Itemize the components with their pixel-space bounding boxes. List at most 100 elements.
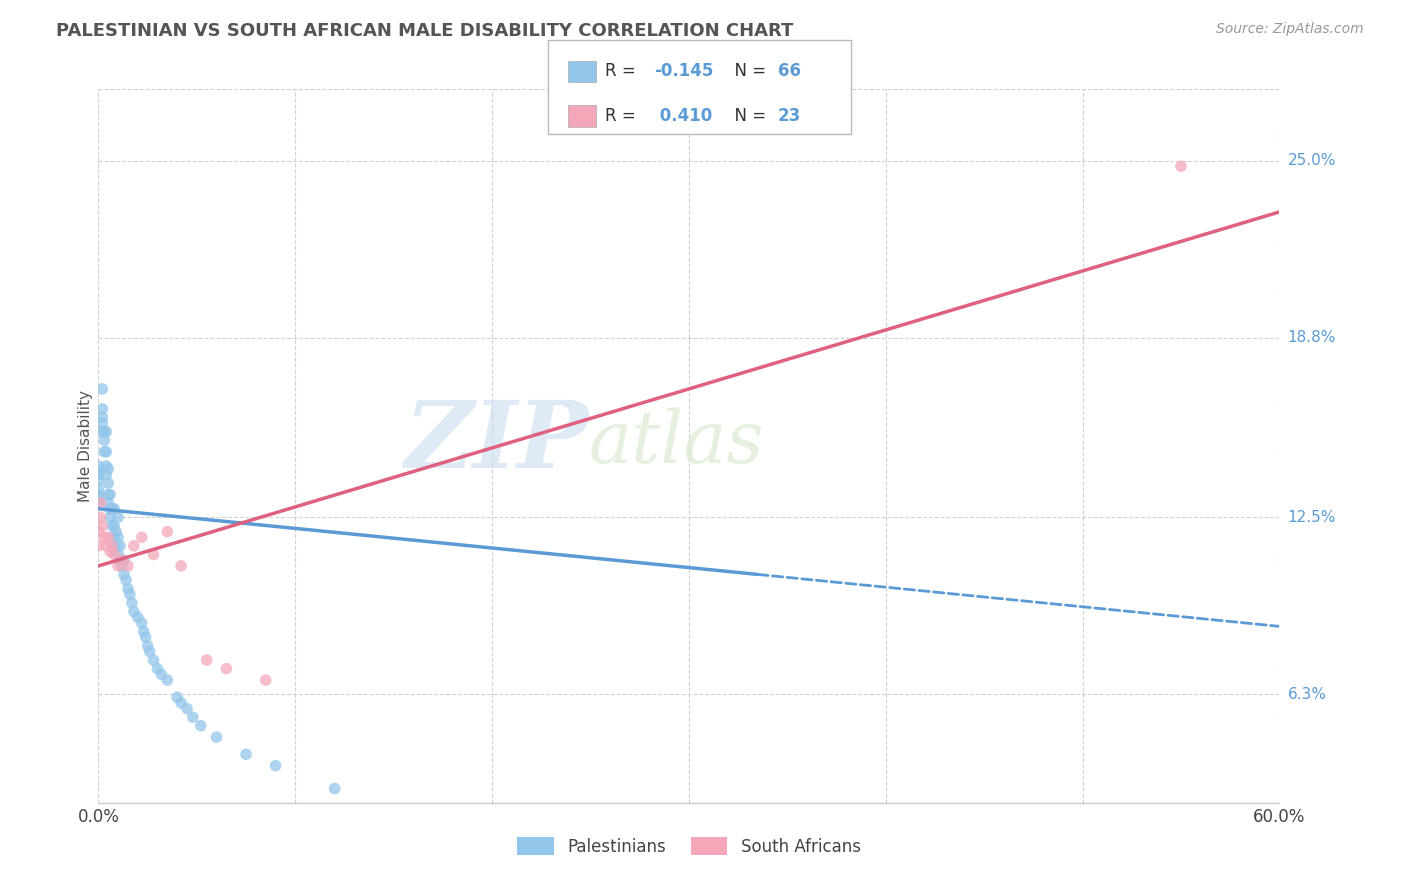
Point [1170,159,1192,173]
Text: PALESTINIAN VS SOUTH AFRICAN MALE DISABILITY CORRELATION CHART: PALESTINIAN VS SOUTH AFRICAN MALE DISABI… [56,22,793,40]
Point [101,501,124,516]
Point [96,425,118,439]
Point [97,476,120,491]
Point [142,548,165,562]
Point [117,558,139,573]
Point [105,524,128,539]
Point [142,653,165,667]
Point [170,696,193,710]
Point [323,781,346,796]
Point [107,558,129,573]
Point [89,496,111,510]
Point [136,639,159,653]
Point [87,524,110,539]
Point [156,673,179,687]
Point [98,487,121,501]
Text: 23: 23 [778,107,801,125]
Text: R =: R = [605,62,641,80]
Point [118,587,141,601]
Point [112,553,135,567]
Point [101,539,124,553]
Point [87,465,110,479]
Text: atlas: atlas [589,407,763,478]
Point [101,519,124,533]
Point [87,491,110,505]
Point [107,510,129,524]
Point [103,519,125,533]
Point [89,510,111,524]
Text: Source: ZipAtlas.com: Source: ZipAtlas.com [1216,22,1364,37]
Point [93,434,115,448]
Point [98,510,121,524]
Point [97,496,120,510]
Point [87,496,110,510]
Point [98,544,121,558]
Point [254,673,277,687]
Point [115,573,138,587]
Point [122,605,145,619]
Point [91,425,114,439]
Point [205,730,228,744]
Point [132,624,155,639]
Point [108,553,131,567]
Point [235,747,257,762]
Point [111,553,134,567]
Point [97,530,120,544]
Point [96,458,118,473]
Point [87,458,110,473]
Point [96,539,118,553]
Point [97,462,120,476]
Point [150,667,173,681]
Point [107,548,129,562]
Point [103,548,125,562]
Point [91,410,114,425]
Point [215,662,238,676]
Point [122,539,145,553]
Point [156,524,179,539]
Point [176,701,198,715]
Point [111,558,134,573]
Point [91,416,114,430]
Text: ZIP: ZIP [405,398,589,487]
Point [97,487,120,501]
Point [96,444,118,458]
Text: 25.0%: 25.0% [1288,153,1336,168]
Text: N =: N = [724,62,772,80]
Point [131,615,153,630]
Y-axis label: Male Disability: Male Disability [77,390,93,502]
Point [190,719,212,733]
Point [105,539,128,553]
Point [166,690,188,705]
Point [108,539,131,553]
Text: 18.8%: 18.8% [1288,330,1336,345]
Point [121,596,143,610]
Text: 12.5%: 12.5% [1288,510,1336,524]
Text: 6.3%: 6.3% [1288,687,1327,702]
Text: 0.410: 0.410 [654,107,711,125]
Point [87,467,110,482]
Point [170,558,193,573]
Point [117,582,139,596]
Point [87,473,110,487]
Point [103,530,125,544]
Point [107,530,129,544]
Point [96,467,118,482]
Point [93,530,115,544]
Point [98,501,121,516]
Point [112,567,135,582]
Text: 66: 66 [778,62,800,80]
Text: -0.145: -0.145 [654,62,713,80]
Point [93,444,115,458]
Text: R =: R = [605,107,641,125]
Point [195,653,218,667]
Point [87,487,110,501]
Point [127,610,149,624]
Point [264,758,287,772]
Point [103,501,125,516]
Point [87,482,110,496]
Legend: Palestinians, South Africans: Palestinians, South Africans [510,830,868,863]
Point [181,710,204,724]
Point [87,539,110,553]
Point [91,382,114,396]
Point [135,630,157,644]
